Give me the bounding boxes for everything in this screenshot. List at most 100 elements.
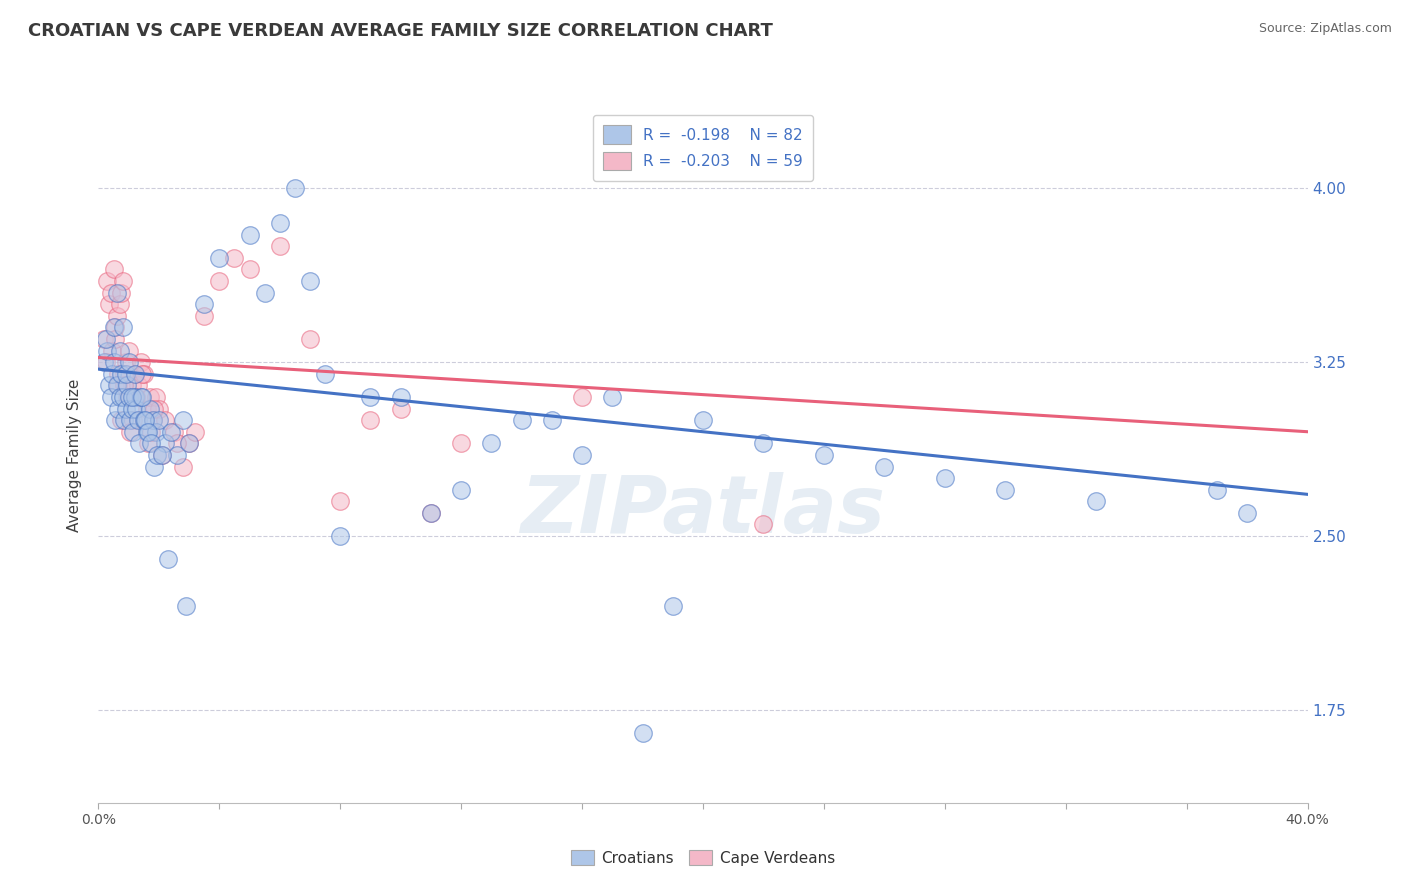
Point: [103, 320, 125, 334]
Point: [125, 390, 148, 404]
Point: [150, 448, 173, 462]
Point: [135, 401, 157, 416]
Point: [389, 390, 412, 404]
Point: [172, 459, 194, 474]
Point: [107, 367, 129, 381]
Point: [224, 251, 246, 265]
Point: [139, 390, 162, 404]
Point: [208, 274, 231, 288]
Point: [1085, 494, 1108, 508]
Point: [110, 413, 132, 427]
Point: [450, 436, 472, 450]
Point: [299, 274, 322, 288]
Point: [145, 425, 167, 439]
Point: [148, 401, 170, 416]
Point: [145, 390, 167, 404]
Point: [124, 367, 146, 381]
Point: [141, 436, 163, 450]
Point: [143, 401, 166, 416]
Point: [114, 355, 136, 369]
Point: [184, 425, 207, 439]
Point: [208, 251, 231, 265]
Point: [110, 367, 132, 381]
Point: [873, 459, 896, 474]
Point: [107, 378, 129, 392]
Point: [94, 332, 117, 346]
Point: [121, 390, 143, 404]
Point: [110, 285, 132, 300]
Point: [813, 448, 835, 462]
Point: [420, 506, 443, 520]
Point: [389, 401, 412, 416]
Point: [96, 343, 118, 358]
Point: [329, 529, 352, 543]
Point: [752, 436, 775, 450]
Point: [104, 320, 127, 334]
Point: [111, 320, 134, 334]
Point: [114, 367, 136, 381]
Point: [329, 494, 352, 508]
Point: [131, 390, 153, 404]
Point: [104, 413, 127, 427]
Point: [132, 413, 155, 427]
Point: [269, 239, 291, 253]
Point: [134, 413, 156, 427]
Point: [118, 355, 141, 369]
Point: [127, 378, 149, 392]
Point: [284, 181, 307, 195]
Point: [124, 367, 146, 381]
Point: [129, 390, 152, 404]
Point: [692, 413, 714, 427]
Point: [121, 378, 143, 392]
Point: [98, 297, 121, 311]
Point: [662, 599, 685, 613]
Point: [100, 285, 122, 300]
Point: [120, 390, 142, 404]
Point: [96, 274, 118, 288]
Point: [108, 297, 131, 311]
Point: [239, 262, 262, 277]
Point: [166, 448, 188, 462]
Point: [112, 378, 135, 392]
Point: [150, 448, 173, 462]
Text: Source: ZipAtlas.com: Source: ZipAtlas.com: [1258, 22, 1392, 36]
Point: [631, 726, 654, 740]
Point: [193, 309, 215, 323]
Point: [420, 506, 443, 520]
Point: [994, 483, 1017, 497]
Point: [93, 355, 115, 369]
Point: [115, 390, 138, 404]
Point: [108, 390, 131, 404]
Text: ZIPatlas: ZIPatlas: [520, 472, 886, 549]
Point: [163, 425, 186, 439]
Point: [142, 413, 165, 427]
Point: [160, 425, 183, 439]
Point: [115, 378, 138, 392]
Point: [510, 413, 533, 427]
Point: [98, 378, 121, 392]
Point: [122, 413, 145, 427]
Point: [541, 413, 564, 427]
Point: [148, 413, 170, 427]
Point: [101, 343, 124, 358]
Point: [103, 262, 125, 277]
Point: [128, 436, 150, 450]
Point: [107, 401, 129, 416]
Y-axis label: Average Family Size: Average Family Size: [67, 378, 83, 532]
Point: [166, 436, 188, 450]
Point: [131, 367, 153, 381]
Point: [193, 297, 215, 311]
Point: [179, 436, 201, 450]
Point: [125, 401, 148, 416]
Text: CROATIAN VS CAPE VERDEAN AVERAGE FAMILY SIZE CORRELATION CHART: CROATIAN VS CAPE VERDEAN AVERAGE FAMILY …: [28, 22, 773, 40]
Point: [571, 448, 593, 462]
Point: [752, 517, 775, 532]
Point: [1236, 506, 1258, 520]
Point: [129, 355, 152, 369]
Point: [174, 599, 197, 613]
Point: [141, 425, 163, 439]
Point: [481, 436, 503, 450]
Point: [127, 413, 149, 427]
Point: [94, 355, 117, 369]
Point: [172, 413, 194, 427]
